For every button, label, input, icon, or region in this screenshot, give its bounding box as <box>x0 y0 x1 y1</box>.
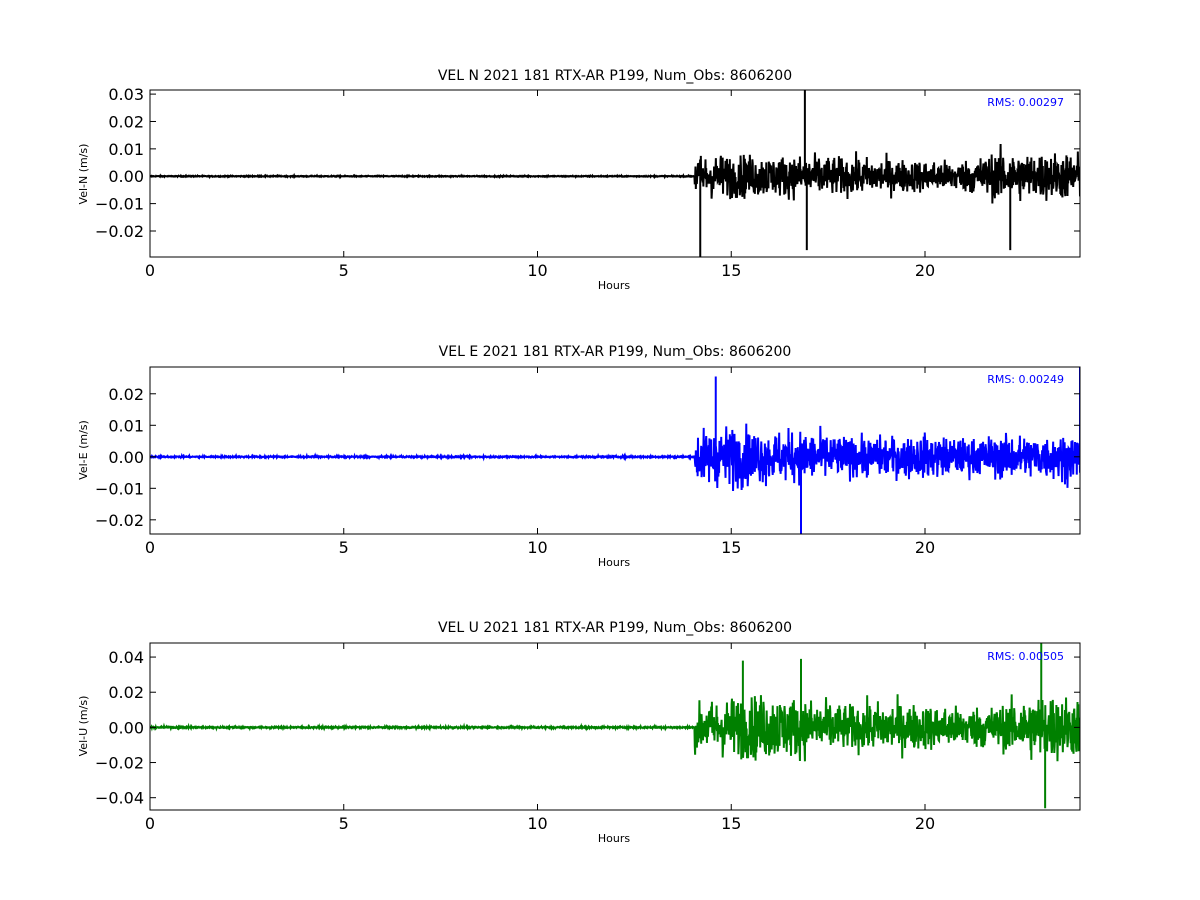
panel-vel-e: VEL E 2021 181 RTX-AR P199, Num_Obs: 860… <box>77 344 1081 569</box>
y-tick-label: −0.04 <box>95 789 144 808</box>
x-tick-label: 0 <box>145 261 155 280</box>
rms-label: RMS: 0.00297 <box>987 96 1064 109</box>
x-tick-label: 10 <box>527 538 547 557</box>
x-tick-label: 20 <box>915 261 935 280</box>
x-tick-label: 20 <box>915 814 935 833</box>
panel-vel-n: VEL N 2021 181 RTX-AR P199, Num_Obs: 860… <box>77 68 1081 292</box>
x-axis-label: Hours <box>598 832 630 845</box>
series-line <box>150 90 1080 257</box>
panel-title: VEL U 2021 181 RTX-AR P199, Num_Obs: 860… <box>438 620 792 636</box>
y-tick-label: 0.00 <box>108 167 144 186</box>
y-tick-label: 0.00 <box>108 448 144 467</box>
y-axis-label: Vel-E (m/s) <box>77 420 90 480</box>
x-axis-label: Hours <box>598 279 630 292</box>
rms-label: RMS: 0.00249 <box>987 373 1064 386</box>
rms-label: RMS: 0.00505 <box>987 650 1064 663</box>
y-tick-label: −0.02 <box>95 511 144 530</box>
y-tick-label: 0.00 <box>108 718 144 737</box>
y-tick-label: −0.02 <box>95 754 144 773</box>
series-line <box>150 367 1080 534</box>
panel-title: VEL N 2021 181 RTX-AR P199, Num_Obs: 860… <box>438 68 792 84</box>
panel-vel-u: VEL U 2021 181 RTX-AR P199, Num_Obs: 860… <box>77 620 1081 845</box>
plot-frame <box>149 642 1081 811</box>
y-tick-label: 0.02 <box>108 385 144 404</box>
x-tick-label: 15 <box>721 538 741 557</box>
x-tick-label: 5 <box>339 261 349 280</box>
x-tick-label: 0 <box>145 814 155 833</box>
x-tick-label: 5 <box>339 538 349 557</box>
y-tick-label: 0.03 <box>108 85 144 104</box>
x-tick-label: 0 <box>145 538 155 557</box>
x-tick-label: 10 <box>527 814 547 833</box>
y-axis-label: Vel-N (m/s) <box>77 144 90 205</box>
plot-frame <box>149 89 1081 258</box>
y-axis-label: Vel-U (m/s) <box>77 696 90 757</box>
y-tick-label: −0.01 <box>95 479 144 498</box>
y-tick-label: −0.02 <box>95 222 144 241</box>
plot-frame <box>149 366 1081 535</box>
y-tick-label: −0.01 <box>95 195 144 214</box>
x-tick-label: 15 <box>721 261 741 280</box>
y-tick-label: 0.01 <box>108 140 144 159</box>
x-tick-label: 20 <box>915 538 935 557</box>
series-line <box>150 643 1080 809</box>
y-tick-label: 0.04 <box>108 648 144 667</box>
panel-title: VEL E 2021 181 RTX-AR P199, Num_Obs: 860… <box>439 344 792 360</box>
y-tick-label: 0.02 <box>108 112 144 131</box>
y-tick-label: 0.02 <box>108 683 144 702</box>
x-axis-label: Hours <box>598 556 630 569</box>
x-tick-label: 10 <box>527 261 547 280</box>
y-tick-label: 0.01 <box>108 416 144 435</box>
x-tick-label: 15 <box>721 814 741 833</box>
x-tick-label: 5 <box>339 814 349 833</box>
